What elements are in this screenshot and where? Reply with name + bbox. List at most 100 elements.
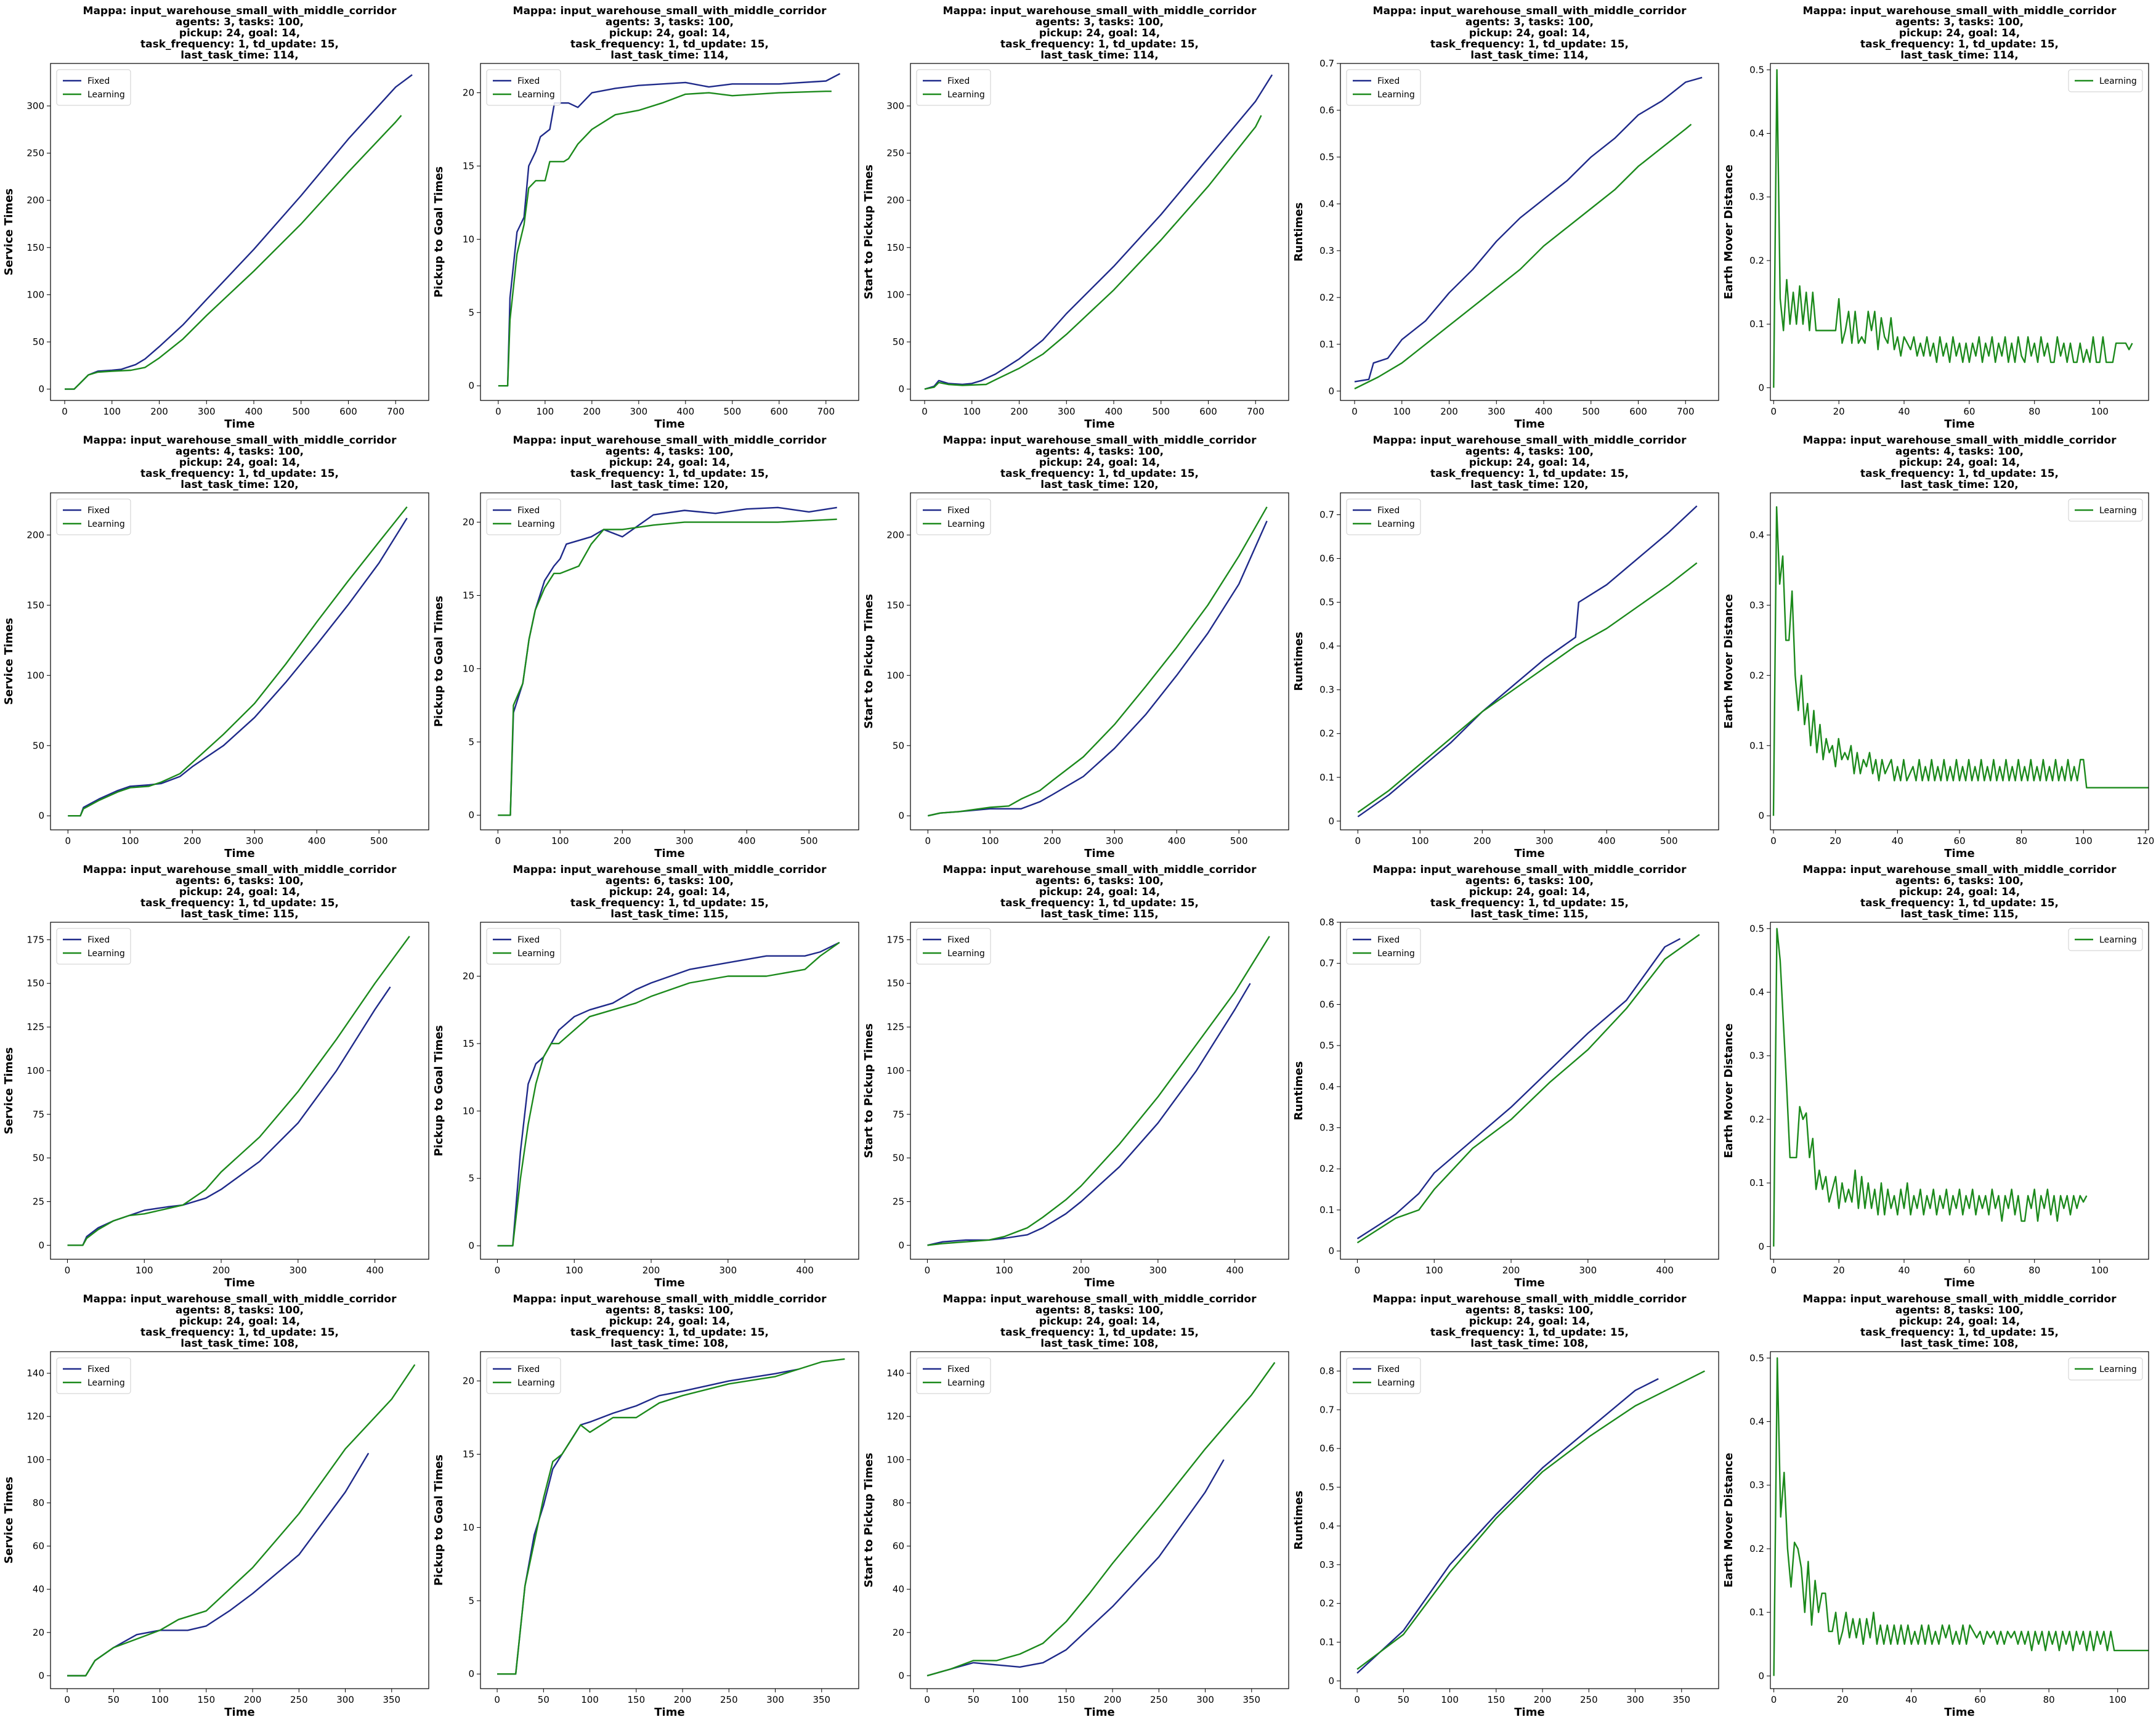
x-tick-label: 100 — [581, 1694, 599, 1705]
x-tick-label: 0 — [64, 1694, 70, 1705]
y-tick-label: 250 — [26, 148, 44, 159]
x-tick-label: 0 — [1771, 406, 1777, 417]
x-tick-label: 100 — [2109, 1694, 2126, 1705]
chart-title-line: last_task_time: 114, — [180, 49, 298, 62]
y-tick-label: 5 — [468, 1595, 474, 1606]
y-tick-label: 50 — [893, 1153, 904, 1164]
legend-box — [56, 498, 131, 535]
y-tick-label: 0.2 — [1749, 255, 1764, 266]
legend-box — [1346, 69, 1421, 106]
y-tick-label: 10 — [463, 233, 474, 245]
y-tick-label: 0.1 — [1319, 339, 1334, 350]
chart-title-line: task_frequency: 1, td_update: 15, — [1860, 38, 2059, 51]
y-tick-label: 0 — [468, 1668, 474, 1679]
series-line-learning — [67, 1364, 416, 1677]
legend: Learning — [2068, 498, 2143, 522]
legend-label-fixed: Fixed — [517, 1365, 540, 1374]
legend-box — [2068, 928, 2143, 951]
series-line-fixed — [924, 74, 1273, 390]
legend-box — [2068, 69, 2143, 92]
chart-title-line: last_task_time: 114, — [610, 49, 728, 62]
y-tick-label: 60 — [33, 1541, 44, 1552]
y-tick-label: 0.3 — [1319, 1122, 1334, 1134]
y-tick-label: 20 — [463, 517, 474, 528]
legend: Fixed Learning — [916, 928, 991, 965]
x-axis-label: Time — [1084, 847, 1114, 860]
legend-label-learning: Learning — [2099, 935, 2137, 945]
x-axis-label: Time — [1944, 1276, 1974, 1289]
series-line-fixed — [928, 521, 1268, 817]
chart-title-line: agents: 6, tasks: 100, — [1035, 875, 1164, 887]
plot-frame — [480, 492, 859, 830]
x-axis-label: Time — [1944, 1706, 1974, 1719]
plot-frame — [480, 1351, 859, 1689]
chart-0-4: Mappa: input_warehouse_small_with_middle… — [1722, 5, 2149, 431]
legend-label-learning: Learning — [2099, 506, 2137, 516]
chart-title-line: Mappa: input_warehouse_small_with_middle… — [1373, 864, 1687, 876]
y-tick-label: 0.6 — [1319, 105, 1334, 116]
y-axis-label: Pickup to Goal Times — [432, 1025, 445, 1156]
x-tick-label: 150 — [1488, 1694, 1506, 1705]
legend-label-learning: Learning — [947, 1378, 985, 1388]
y-tick-label: 0 — [38, 810, 44, 821]
chart-title-line: Mappa: input_warehouse_small_with_middle… — [513, 5, 827, 17]
plot-frame — [50, 1351, 429, 1689]
legend: Fixed Learning — [56, 498, 131, 535]
y-tick-label: 100 — [26, 1454, 44, 1465]
legend: Fixed Learning — [1346, 928, 1421, 965]
x-tick-label: 20 — [1837, 1694, 1849, 1705]
legend-label-learning: Learning — [87, 90, 125, 100]
series-line-fixed — [497, 1368, 799, 1675]
series-line-learning — [1356, 934, 1700, 1244]
chart-title-line: Mappa: input_warehouse_small_with_middle… — [1803, 5, 2117, 17]
y-tick-label: 50 — [893, 740, 904, 751]
chart-title-line: task_frequency: 1, td_update: 15, — [1000, 468, 1199, 480]
plot-frame — [910, 1351, 1289, 1689]
y-axis-label: Earth Mover Distance — [1722, 1023, 1735, 1158]
x-tick-label: 400 — [677, 406, 695, 417]
x-axis-label: Time — [1514, 1276, 1544, 1289]
legend: Fixed Learning — [56, 928, 131, 965]
x-tick-label: 300 — [1149, 1265, 1167, 1276]
y-tick-label: 50 — [33, 336, 44, 347]
y-tick-label: 0.1 — [1749, 1607, 1764, 1618]
x-tick-label: 250 — [720, 1694, 738, 1705]
x-tick-label: 60 — [1963, 1265, 1975, 1276]
x-tick-label: 300 — [1579, 1265, 1597, 1276]
x-tick-label: 500 — [370, 835, 388, 846]
x-tick-label: 100 — [2091, 1265, 2109, 1276]
y-tick-label: 0 — [38, 384, 44, 395]
legend-box — [1346, 1357, 1421, 1394]
y-axis-label: Pickup to Goal Times — [432, 596, 445, 727]
y-axis-label: Service Times — [2, 189, 15, 275]
series-line-learning — [65, 115, 402, 390]
chart-0-3: Mappa: input_warehouse_small_with_middle… — [1292, 5, 1719, 431]
legend-box — [916, 1357, 991, 1394]
y-tick-label: 10 — [463, 663, 474, 674]
y-tick-label: 40 — [33, 1584, 44, 1595]
series-line-learning — [1772, 506, 2149, 816]
chart-title-line: last_task_time: 114, — [1470, 49, 1588, 62]
legend-box — [916, 928, 991, 965]
x-tick-label: 20 — [1830, 835, 1841, 846]
y-tick-label: 0 — [468, 810, 474, 821]
x-tick-label: 100 — [2091, 406, 2109, 417]
y-tick-label: 175 — [26, 934, 44, 945]
x-tick-label: 100 — [1393, 406, 1411, 417]
x-tick-label: 350 — [813, 1694, 830, 1705]
y-tick-label: 40 — [893, 1584, 904, 1595]
y-tick-label: 0.7 — [1319, 509, 1334, 521]
x-axis-label: Time — [654, 1276, 684, 1289]
y-tick-label: 15 — [463, 1448, 474, 1459]
y-tick-label: 0.3 — [1319, 1559, 1334, 1570]
chart-1-0: Mappa: input_warehouse_small_with_middle… — [2, 434, 429, 860]
x-tick-label: 200 — [1473, 835, 1491, 846]
y-axis-label: Start to Pickup Times — [862, 594, 875, 729]
legend-label-learning: Learning — [1377, 949, 1415, 959]
x-axis-label: Time — [1514, 847, 1544, 860]
x-tick-label: 500 — [800, 835, 818, 846]
chart-title-line: agents: 4, tasks: 100, — [1035, 445, 1164, 458]
plot-frame — [1340, 492, 1719, 830]
y-tick-label: 0.4 — [1319, 641, 1334, 652]
